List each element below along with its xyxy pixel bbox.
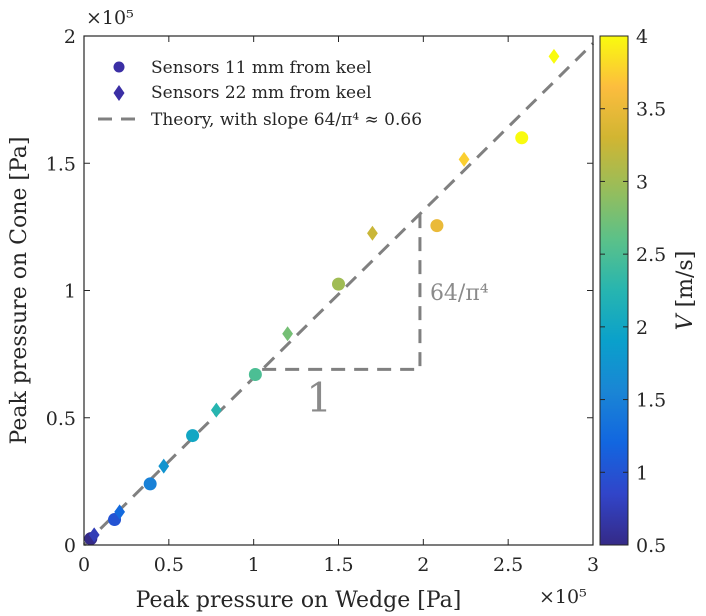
colorbar-tick-label: 2.5 (636, 244, 666, 266)
point-diamond-6 (458, 151, 470, 167)
x-tick-label: 2 (417, 554, 429, 576)
colorbar-label-var: V (673, 312, 698, 330)
x-tick-label: 1 (248, 554, 260, 576)
slope-rise-label: 64/π⁴ (430, 281, 489, 306)
x-tick-label: 0 (78, 554, 90, 576)
point-diamond-1 (114, 504, 126, 520)
theory-line (82, 42, 595, 547)
point-diamond-2 (158, 458, 170, 474)
colorbar-tick-label: 0.5 (636, 535, 666, 557)
y-tick-label: 2 (64, 26, 76, 48)
data-points (84, 48, 560, 546)
x-tick-label: 1.5 (323, 554, 353, 576)
legend-label-circles: Sensors 11 mm from keel (151, 58, 372, 78)
point-diamond-0 (88, 527, 100, 543)
axis-ticks: 0 0.5 1 1.5 2 2.5 3 0 0.5 1 1.5 2 (46, 26, 599, 576)
slope-run-label: 1 (306, 375, 331, 421)
x-axis-label: Peak pressure on Wedge [Pa] (136, 588, 462, 613)
point-circle-3 (186, 429, 200, 443)
point-circle-4 (248, 367, 262, 381)
colorbar-label: V [m/s] (673, 251, 698, 331)
colorbar-tick-label: 4 (636, 26, 648, 48)
y-tick-label: 0.5 (46, 408, 76, 430)
colorbar-ticks: 0.5 1 1.5 2 2.5 3 3.5 4 (600, 26, 666, 557)
y-tick-label: 0 (64, 535, 76, 557)
x-axis-multiplier: ×10⁵ (539, 586, 587, 608)
point-circle-6 (430, 219, 444, 233)
point-circle-2 (143, 477, 157, 491)
colorbar-label-unit: [m/s] (673, 251, 698, 315)
y-tick-label: 1 (64, 281, 76, 303)
point-diamond-4 (282, 326, 293, 342)
legend-diamond-marker (113, 85, 125, 101)
colorbar-tick-label: 2 (636, 317, 648, 339)
point-circle-7 (515, 131, 529, 145)
colorbar-tick-label: 1.5 (636, 390, 666, 412)
colorbar (599, 35, 629, 546)
colorbar-tick-label: 1 (636, 462, 648, 484)
legend-label-diamonds: Sensors 22 mm from keel (151, 83, 372, 103)
slope-triangle (262, 214, 422, 371)
x-tick-label: 3 (587, 554, 599, 576)
y-axis-label: Peak pressure on Cone [Pa] (7, 137, 32, 445)
y-axis-multiplier: ×10⁵ (86, 7, 134, 29)
x-tick-label: 0.5 (154, 554, 184, 576)
point-circle-5 (332, 277, 345, 291)
legend-label-theory: Theory, with slope 64/π⁴ ≈ 0.66 (151, 110, 422, 130)
point-diamond-5 (367, 225, 378, 241)
x-tick-label: 2.5 (493, 554, 523, 576)
colorbar-tick-label: 3.5 (636, 99, 666, 121)
point-diamond-7 (548, 48, 560, 64)
y-tick-label: 1.5 (46, 153, 76, 175)
legend-circle-marker (113, 61, 125, 73)
point-diamond-3 (210, 402, 222, 418)
legend: Sensors 11 mm from keel Sensors 22 mm fr… (98, 58, 422, 130)
colorbar-tick-label: 3 (636, 171, 648, 193)
